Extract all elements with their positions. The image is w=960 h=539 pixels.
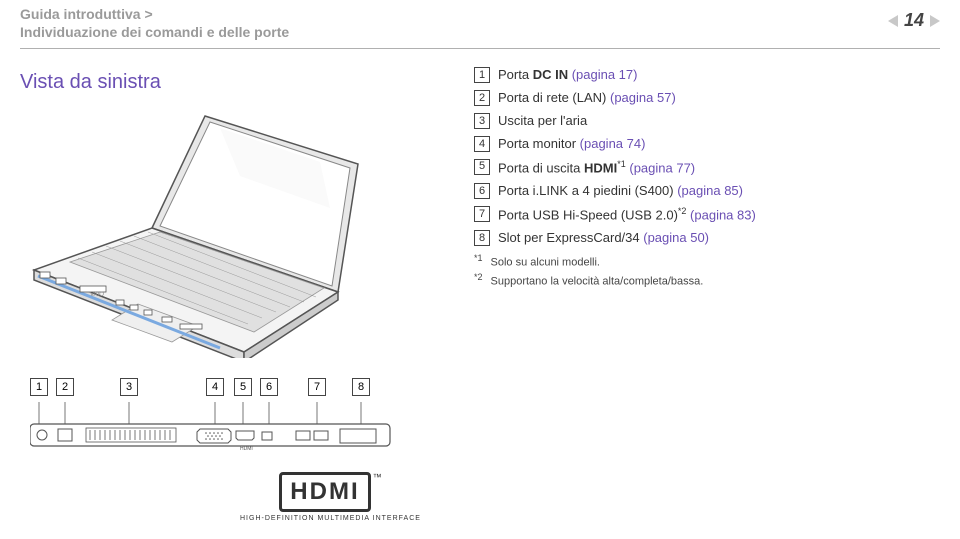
- svg-text:VAIO: VAIO: [90, 292, 104, 298]
- port-description: Porta USB Hi-Speed (USB 2.0)*2 (pagina 8…: [498, 206, 756, 224]
- side-profile-diagram: 12 3 456 7 8: [30, 378, 430, 457]
- page-link[interactable]: (pagina 74): [580, 136, 646, 151]
- side-callout-number: 7: [308, 378, 326, 396]
- laptop-illustration: VAIO: [20, 108, 390, 358]
- port-list-item: 5 Porta di uscita HDMI*1 (pagina 77): [474, 159, 940, 177]
- page-number: 14: [904, 10, 924, 31]
- page-header: Guida introduttiva > Individuazione dei …: [0, 0, 960, 44]
- hdmi-tm: ™: [373, 472, 382, 482]
- port-list-item: 2 Porta di rete (LAN) (pagina 57): [474, 90, 940, 107]
- callout-number: 5: [474, 159, 490, 175]
- callout-number: 8: [474, 230, 490, 246]
- port-list-item: 1 Porta DC IN (pagina 17): [474, 67, 940, 84]
- hdmi-logo: HDMI ™ HIGH-DEFINITION MULTIMEDIA INTERFA…: [240, 472, 421, 522]
- callout-number: 6: [474, 183, 490, 199]
- side-callout-number: 5: [234, 378, 252, 396]
- port-description: Porta monitor (pagina 74): [498, 136, 645, 153]
- callout-number: 2: [474, 90, 490, 106]
- side-callout-number: 4: [206, 378, 224, 396]
- port-description: Porta i.LINK a 4 piedini (S400) (pagina …: [498, 183, 743, 200]
- page-link[interactable]: (pagina 83): [690, 207, 756, 222]
- page-link[interactable]: (pagina 57): [610, 90, 676, 105]
- hdmi-label: HDMI: [290, 478, 359, 505]
- port-list-item: 6 Porta i.LINK a 4 piedini (S400) (pagina…: [474, 183, 940, 200]
- side-callout-number: 2: [56, 378, 74, 396]
- page-number-group: 14: [888, 10, 940, 31]
- footnotes: *1Solo su alcuni modelli. *2Supportano la…: [474, 253, 940, 288]
- page-link[interactable]: (pagina 77): [629, 160, 695, 175]
- footnote: *2Supportano la velocità alta/completa/b…: [474, 272, 940, 288]
- breadcrumb-main: Guida introduttiva >: [20, 6, 940, 22]
- next-page-icon[interactable]: [930, 15, 940, 27]
- port-description: Uscita per l'aria: [498, 113, 587, 130]
- prev-page-icon[interactable]: [888, 15, 898, 27]
- side-callout-number: 3: [120, 378, 138, 396]
- hdmi-subtitle: HIGH-DEFINITION MULTIMEDIA INTERFACE: [240, 515, 421, 522]
- port-description: Porta di rete (LAN) (pagina 57): [498, 90, 676, 107]
- page-link[interactable]: (pagina 17): [572, 67, 638, 82]
- side-callout-number: 8: [352, 378, 370, 396]
- callout-number: 7: [474, 206, 490, 222]
- port-list: 1 Porta DC IN (pagina 17) 2 Porta di rete (…: [450, 67, 940, 363]
- port-description: Porta di uscita HDMI*1 (pagina 77): [498, 159, 695, 177]
- port-description: Porta DC IN (pagina 17): [498, 67, 637, 84]
- page-link[interactable]: (pagina 50): [643, 230, 709, 245]
- section-title: Vista da sinistra: [20, 71, 450, 94]
- port-description: Slot per ExpressCard/34 (pagina 50): [498, 230, 709, 247]
- callout-number: 1: [474, 67, 490, 83]
- breadcrumb-sub: Individuazione dei comandi e delle porte: [20, 24, 940, 40]
- side-callout-number: 1: [30, 378, 48, 396]
- side-callout-number: 6: [260, 378, 278, 396]
- port-list-item: 4 Porta monitor (pagina 74): [474, 136, 940, 153]
- port-list-item: 7 Porta USB Hi-Speed (USB 2.0)*2 (pagina …: [474, 206, 940, 224]
- port-list-item: 3 Uscita per l'aria: [474, 113, 940, 130]
- port-list-item: 8 Slot per ExpressCard/34 (pagina 50): [474, 230, 940, 247]
- callout-number: 4: [474, 136, 490, 152]
- callout-number: 3: [474, 113, 490, 129]
- page-link[interactable]: (pagina 85): [677, 183, 743, 198]
- svg-text:HDMI: HDMI: [240, 446, 253, 452]
- footnote: *1Solo su alcuni modelli.: [474, 253, 940, 269]
